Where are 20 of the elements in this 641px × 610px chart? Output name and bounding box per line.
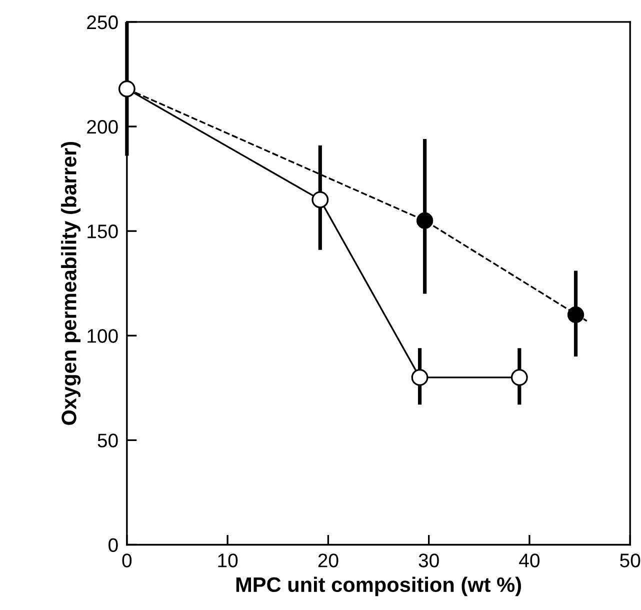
x-tick-label: 0	[122, 554, 132, 568]
x-axis-title: MPC unit composition (wt %)	[236, 576, 521, 596]
y-tick-label: 50	[98, 434, 118, 448]
y-tick-label: 250	[87, 15, 118, 30]
point	[416, 212, 434, 229]
x-tick-label: 20	[318, 554, 338, 568]
x-tick-label: 40	[519, 554, 540, 568]
y-axis-title: Oxygen permeability (barrer)	[61, 142, 81, 425]
y-tick-label: 100	[88, 329, 118, 343]
point	[411, 368, 428, 386]
point	[312, 191, 329, 208]
x-tick-label: 30	[418, 554, 439, 568]
x-tick-label: 50	[620, 554, 640, 568]
x-tick-label: 10	[218, 554, 238, 568]
y-tick-label: 150	[88, 224, 118, 238]
y-tick-label: 200	[87, 120, 118, 134]
y-tick-label: 0	[108, 538, 118, 552]
point	[510, 368, 528, 386]
point	[118, 80, 136, 98]
point	[567, 306, 584, 324]
